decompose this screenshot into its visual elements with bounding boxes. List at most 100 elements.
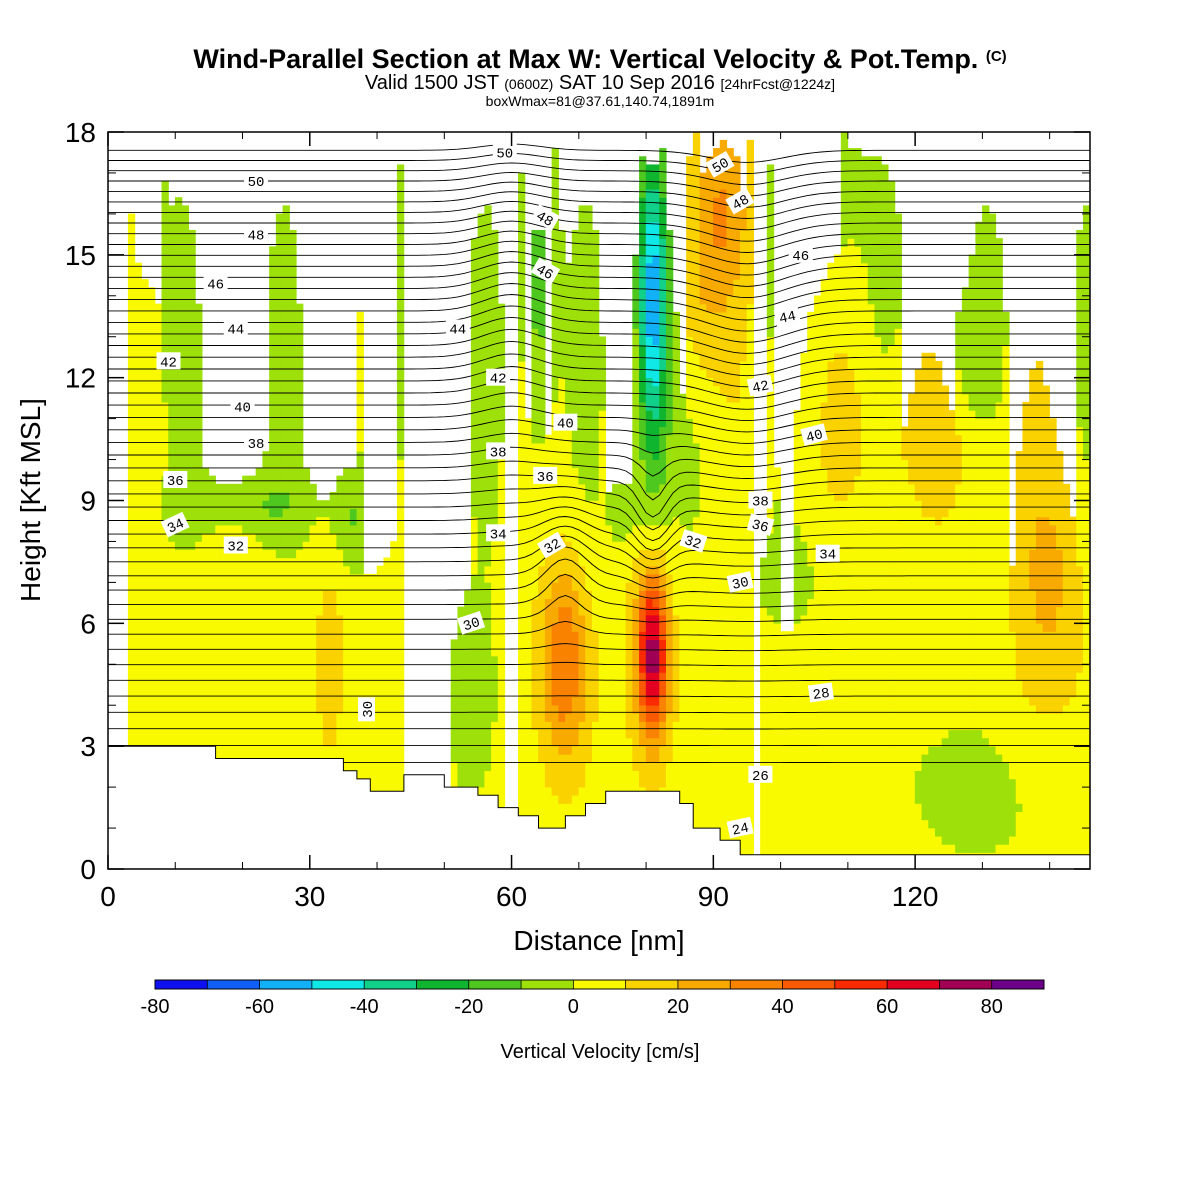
theta-contour-line	[108, 251, 1090, 287]
contour-label-text: 26	[752, 769, 769, 785]
contour-label-text: 46	[533, 262, 556, 284]
contour-label: 42	[486, 368, 511, 388]
contour-label: 42	[156, 352, 181, 371]
theta-contour-line	[108, 506, 1090, 551]
x-axis-label: Distance [nm]	[513, 925, 684, 956]
colorbar-tick-label: 60	[876, 996, 898, 1018]
theta-contour-line	[108, 353, 1090, 388]
colorbar-swatch	[573, 980, 627, 989]
colorbar-swatch	[364, 980, 417, 989]
theta-contour-line	[108, 474, 1090, 518]
contour-label-text: 24	[731, 820, 751, 839]
contour-label-text: 50	[710, 155, 733, 177]
colorbar-tick-label: 20	[667, 996, 689, 1018]
theta-contour-line	[108, 200, 1090, 231]
contour-label-text: 36	[537, 470, 554, 486]
theta-contour-line	[108, 272, 1090, 310]
theta-contour-line	[108, 678, 1090, 682]
contour-label: 36	[163, 471, 188, 490]
colorbar-tick-label: 80	[981, 996, 1003, 1018]
contour-label: 34	[160, 511, 190, 538]
theta-contour-line	[108, 153, 1090, 174]
y-tick-label: 18	[65, 117, 96, 148]
theta-contour-line	[108, 240, 1090, 276]
contour-label-text: 48	[533, 209, 556, 231]
contour-label-text: 50	[496, 147, 513, 163]
colorbar-swatch	[730, 980, 784, 989]
contour-label: 44	[773, 305, 801, 328]
contour-label-text: 30	[361, 701, 377, 718]
contour-label-text: 28	[812, 686, 831, 704]
contour-label-text: 30	[731, 575, 751, 594]
contour-label: 46	[788, 245, 813, 265]
contour-label: 46	[530, 257, 561, 285]
theta-contour-line	[108, 220, 1090, 253]
contour-label: 40	[800, 423, 828, 447]
x-tick-label: 60	[496, 881, 527, 912]
forecast-info: [24hrFcst@1224z]	[720, 76, 836, 92]
valid-time: Valid 1500 JST	[364, 72, 499, 94]
contour-label: 50	[705, 151, 735, 178]
contour-label-text: 40	[234, 400, 251, 416]
theta-contour-line	[108, 328, 1090, 365]
x-tick-label: 30	[294, 881, 325, 912]
contour-label-text: 44	[449, 323, 466, 339]
theta-contour-line	[108, 230, 1090, 265]
contour-label-text: 48	[248, 228, 265, 244]
contour-label: 36	[533, 466, 558, 486]
colorbar-swatch	[207, 980, 261, 989]
theta-contour-line	[108, 695, 1090, 698]
contour-label: 48	[244, 225, 268, 244]
y-tick-label: 9	[80, 486, 96, 517]
theta-contour-line	[108, 446, 1090, 477]
theta-contour-line	[108, 366, 1090, 399]
colorbar-swatch	[782, 980, 836, 989]
contour-label: 50	[492, 143, 517, 163]
contour-label: 32	[679, 529, 708, 554]
theta-contour-line	[108, 191, 1090, 219]
contour-label: 38	[748, 491, 773, 511]
colorbar-swatch	[677, 980, 731, 989]
colorbar-tick-label: -20	[454, 996, 483, 1018]
contour-label: 48	[725, 187, 755, 215]
valid-date: SAT 10 Sep 2016	[558, 72, 715, 94]
contour-label: 46	[203, 274, 228, 294]
contour-label: 32	[537, 531, 567, 559]
colorbar-swatch	[155, 980, 208, 989]
contour-label: 30	[726, 571, 754, 594]
contour-label-text: 44	[778, 309, 798, 328]
colorbar-swatch	[834, 980, 888, 989]
contour-label-text: 48	[730, 192, 753, 214]
contour-label: 32	[223, 536, 248, 556]
colorbar-swatch	[416, 980, 470, 989]
contour-label-text: 42	[160, 355, 177, 371]
x-tick-label: 0	[100, 881, 116, 912]
contour-label-text: 44	[227, 323, 244, 339]
contour-label-text: 38	[752, 495, 769, 511]
colorbar-swatch	[887, 980, 940, 989]
y-axis-label: Height [Kft MSL]	[15, 398, 46, 602]
box-wmax-info: boxWmax=81@37.61,140.74,1891m	[485, 93, 715, 109]
contour-label: 44	[223, 319, 248, 339]
theta-contour-line	[108, 620, 1090, 637]
theta-contour-line	[108, 181, 1090, 208]
contour-label-text: 38	[490, 445, 507, 461]
chart-subtitle: Valid 1500 JST (0600Z) SAT 10 Sep 2016 […	[0, 72, 1200, 95]
contour-label-text: 32	[227, 540, 244, 556]
x-tick-label: 120	[892, 881, 939, 912]
colorbar-tick-label: 0	[568, 996, 579, 1018]
theta-contour-line	[108, 143, 1090, 163]
colorbar: -80 -60 -40 -20 0 20 40 60 80	[141, 979, 1045, 1018]
vertical-velocity-field	[127, 132, 1090, 869]
y-tick-label: 12	[65, 363, 96, 394]
contour-label: 50	[244, 172, 268, 191]
colorbar-swatch	[521, 980, 574, 989]
theta-contour-line	[108, 516, 1090, 561]
theta-contour-line	[108, 595, 1090, 623]
contour-label: 26	[748, 765, 773, 785]
contour-label: 30	[457, 611, 486, 635]
theta-contour-line	[108, 316, 1090, 354]
theta-contour-line	[108, 558, 1090, 599]
